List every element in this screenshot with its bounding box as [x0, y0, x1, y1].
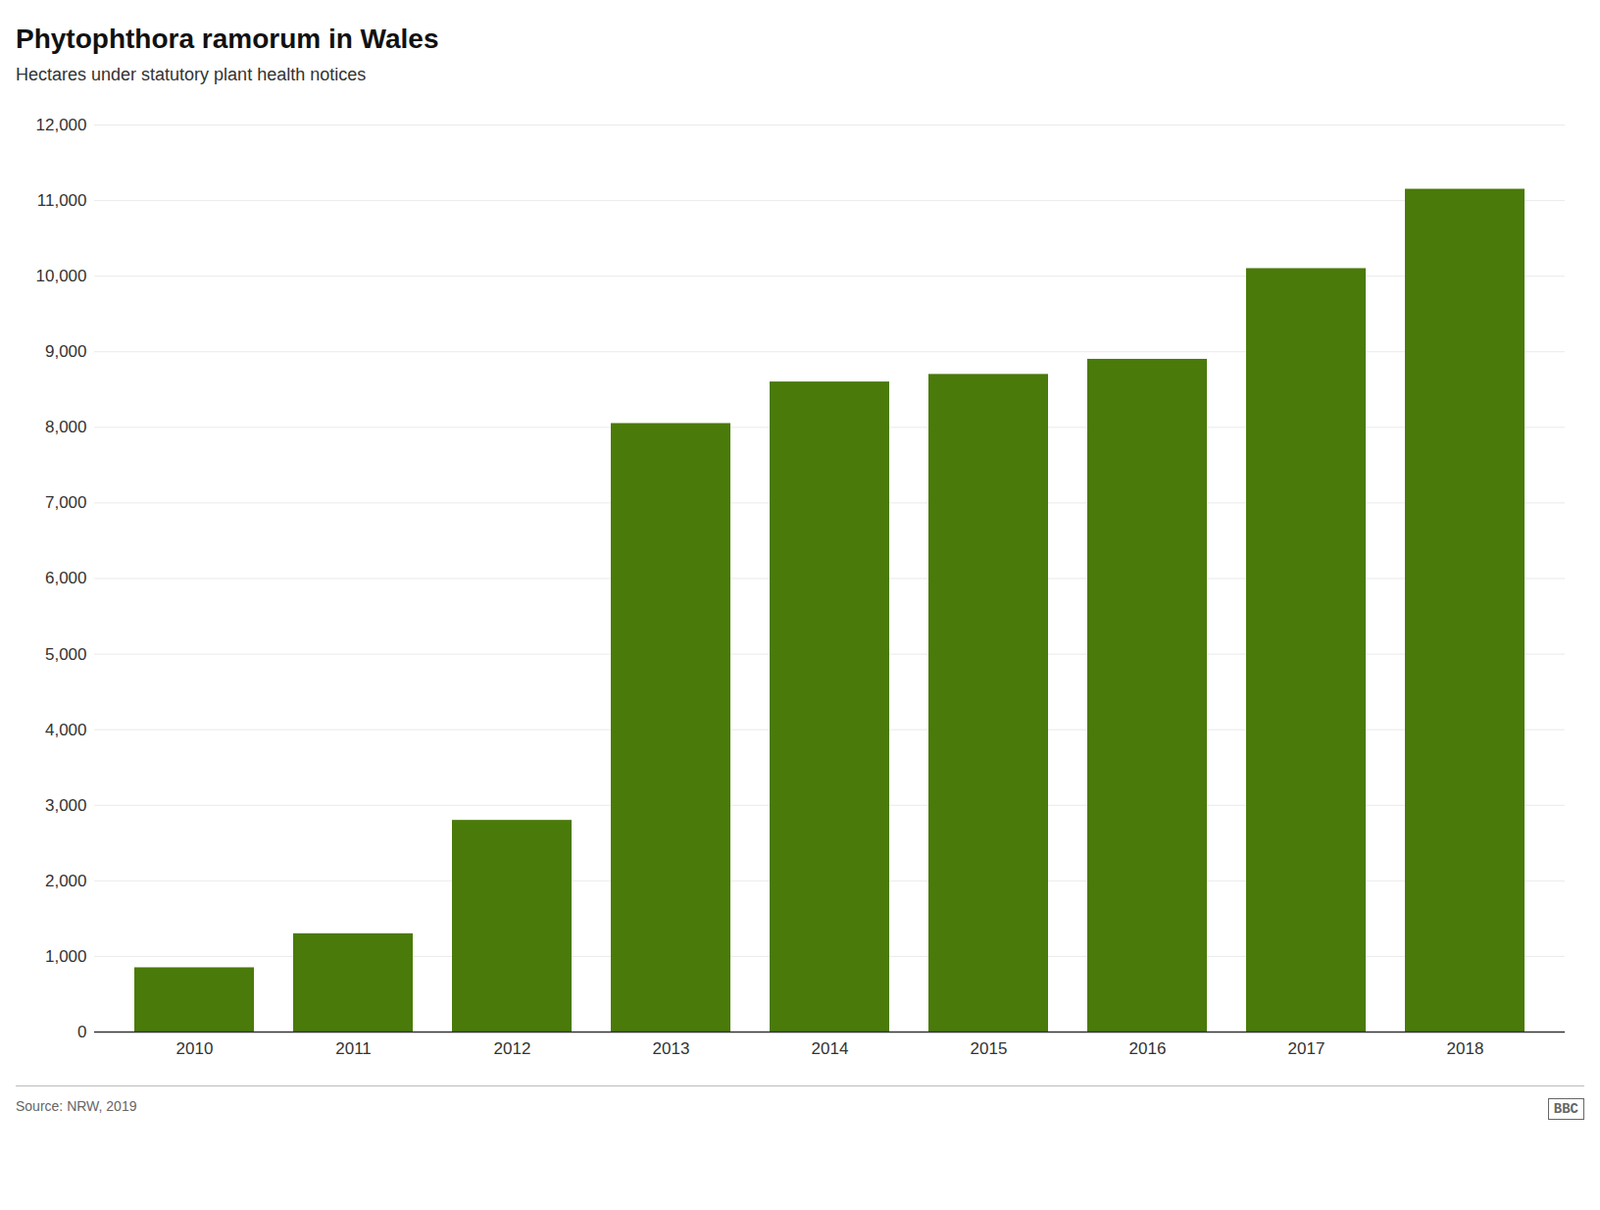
svg-text:1,000: 1,000: [45, 947, 88, 966]
svg-text:2010: 2010: [176, 1039, 214, 1058]
svg-text:12,000: 12,000: [36, 115, 88, 135]
svg-text:2,000: 2,000: [45, 871, 88, 891]
svg-text:2015: 2015: [970, 1039, 1008, 1058]
svg-text:7,000: 7,000: [45, 493, 88, 512]
svg-text:11,000: 11,000: [37, 191, 88, 210]
svg-text:6,000: 6,000: [45, 568, 88, 588]
svg-text:0: 0: [77, 1022, 87, 1042]
html-text:BBC: BBC: [1553, 1100, 1579, 1117]
svg-text:10,000: 10,000: [36, 266, 88, 286]
svg-text:3,000: 3,000: [45, 796, 88, 815]
svg-text:8,000: 8,000: [45, 417, 88, 437]
svg-text:9,000: 9,000: [45, 342, 88, 361]
svg-text:2011: 2011: [335, 1039, 372, 1058]
svg-text:2013: 2013: [652, 1039, 691, 1058]
svg-text:5,000: 5,000: [45, 645, 88, 664]
svg-text:2018: 2018: [1447, 1039, 1485, 1058]
svg-text:4,000: 4,000: [45, 720, 88, 740]
html-text:Phytophthora ramorum in Wales: Phytophthora ramorum in Wales: [15, 23, 439, 54]
svg-text:2016: 2016: [1129, 1039, 1167, 1058]
html-text:Hectares under statutory plant: Hectares under statutory plant health no…: [15, 64, 366, 85]
svg-text:2014: 2014: [811, 1039, 850, 1058]
svg-text:2017: 2017: [1288, 1039, 1326, 1058]
svg-text:2012: 2012: [494, 1039, 532, 1058]
html-text:Source: NRW, 2019: Source: NRW, 2019: [15, 1098, 137, 1114]
